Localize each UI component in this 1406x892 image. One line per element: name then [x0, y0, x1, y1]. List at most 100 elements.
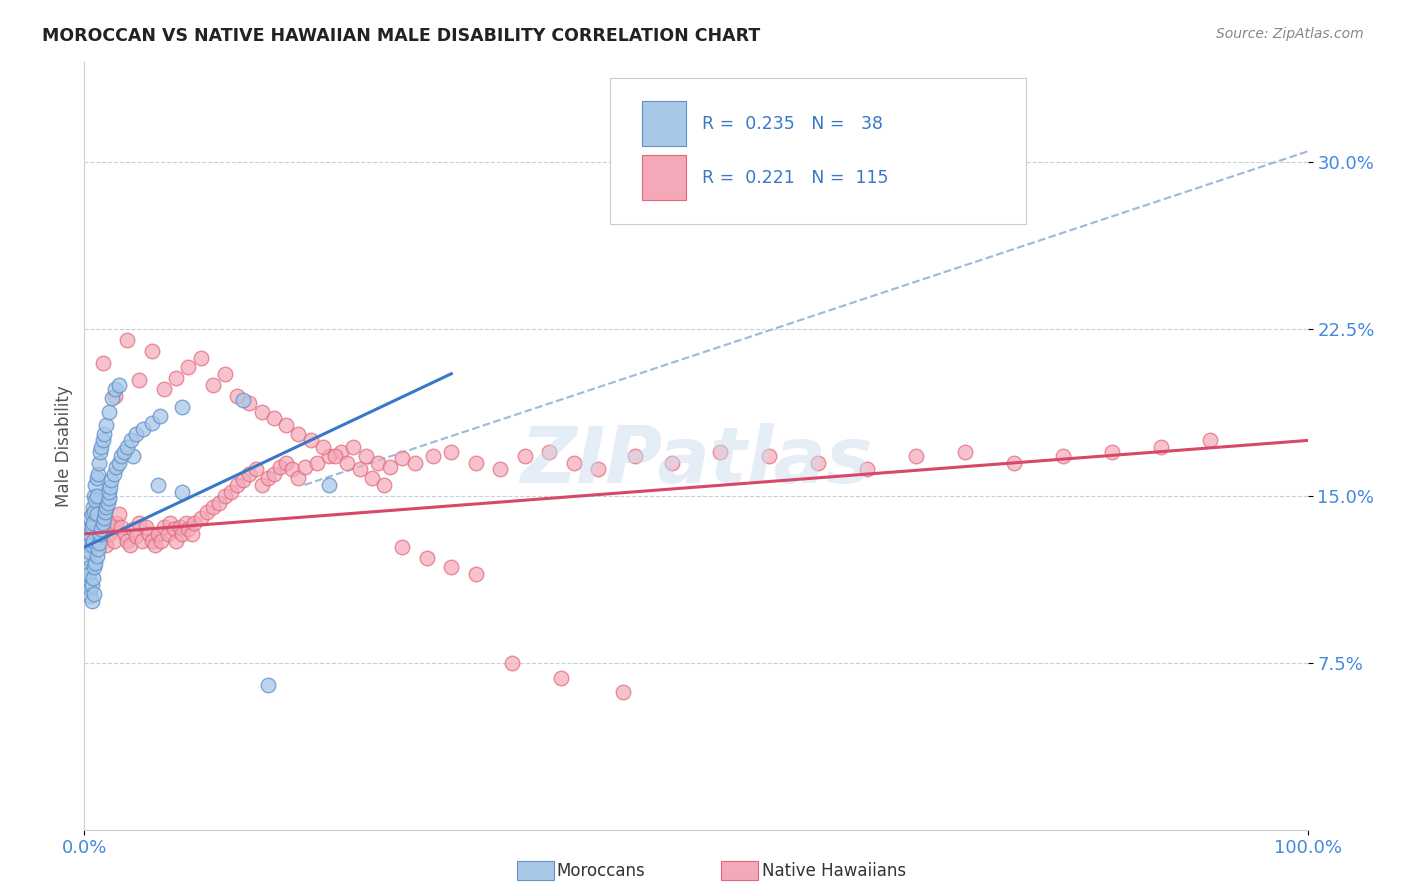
Point	[172, 526, 194, 541]
Point	[87, 542, 110, 557]
Point	[97, 526, 120, 541]
Point	[183, 516, 205, 530]
Point	[612, 684, 634, 698]
Point	[416, 551, 439, 566]
Point	[115, 533, 138, 548]
Point	[97, 491, 120, 506]
Point	[80, 593, 103, 607]
Point	[80, 578, 103, 592]
Point	[232, 393, 254, 408]
Point	[91, 516, 114, 530]
Point	[115, 440, 138, 454]
Point	[84, 478, 107, 492]
Point	[360, 471, 382, 485]
Point	[86, 489, 108, 503]
Point	[82, 533, 104, 548]
Point	[163, 522, 186, 536]
Point	[107, 507, 129, 521]
Point	[103, 467, 125, 481]
Point	[94, 529, 117, 543]
Point	[82, 571, 104, 585]
Text: ZIPatlas: ZIPatlas	[520, 424, 872, 500]
Point	[128, 516, 150, 530]
Point	[135, 520, 157, 534]
Point	[86, 507, 108, 521]
Point	[84, 556, 107, 570]
Point	[79, 582, 101, 597]
Point	[83, 587, 105, 601]
Point	[276, 417, 298, 432]
Point	[661, 456, 683, 470]
Point	[93, 426, 115, 441]
Point	[132, 422, 155, 436]
Point	[89, 500, 111, 515]
Point	[323, 449, 346, 463]
Point	[349, 462, 371, 476]
Point	[89, 444, 111, 458]
Point	[195, 505, 218, 519]
Point	[440, 444, 463, 458]
Point	[263, 411, 285, 425]
Point	[312, 440, 335, 454]
Text: MOROCCAN VS NATIVE HAWAIIAN MALE DISABILITY CORRELATION CHART: MOROCCAN VS NATIVE HAWAIIAN MALE DISABIL…	[42, 27, 761, 45]
Point	[354, 449, 377, 463]
Point	[93, 511, 115, 525]
Point	[96, 538, 118, 552]
Point	[250, 478, 273, 492]
Point	[77, 538, 100, 552]
Point	[77, 565, 100, 579]
Point	[141, 416, 163, 430]
Point	[1002, 456, 1025, 470]
Point	[709, 444, 731, 458]
Point	[172, 400, 194, 414]
Text: Source: ZipAtlas.com: Source: ZipAtlas.com	[1216, 27, 1364, 41]
Point	[391, 451, 413, 466]
Point	[276, 456, 298, 470]
Point	[82, 500, 104, 515]
Point	[232, 474, 254, 488]
Point	[84, 493, 107, 508]
Point	[77, 580, 100, 594]
Point	[226, 389, 249, 403]
Point	[79, 511, 101, 525]
Point	[538, 444, 561, 458]
Point	[122, 449, 145, 463]
Point	[86, 549, 108, 563]
Point	[79, 589, 101, 603]
Point	[464, 566, 486, 581]
Point	[953, 444, 976, 458]
Point	[91, 434, 114, 448]
Point	[80, 538, 103, 552]
Point	[190, 351, 212, 366]
Point	[83, 505, 105, 519]
Point	[80, 520, 103, 534]
Point	[391, 540, 413, 554]
Point	[90, 522, 112, 536]
Point	[100, 520, 122, 534]
Point	[287, 426, 309, 441]
Point	[201, 500, 224, 515]
Point	[83, 560, 105, 574]
Point	[177, 360, 200, 375]
Point	[190, 511, 212, 525]
Point	[380, 460, 402, 475]
Point	[214, 489, 236, 503]
Point	[219, 484, 242, 499]
Point	[440, 560, 463, 574]
Text: R =  0.221   N =  115: R = 0.221 N = 115	[702, 169, 889, 186]
Point	[90, 440, 112, 454]
Point	[149, 409, 172, 423]
Point	[77, 533, 100, 548]
Point	[131, 533, 153, 548]
Point	[181, 526, 204, 541]
Point	[489, 462, 512, 476]
Point	[143, 538, 166, 552]
Point	[96, 500, 118, 515]
Point	[107, 377, 129, 392]
Text: R =  0.235   N =   38: R = 0.235 N = 38	[702, 115, 883, 133]
Point	[104, 382, 127, 396]
Point	[464, 456, 486, 470]
Point	[153, 382, 176, 396]
Point	[257, 471, 280, 485]
Point	[77, 574, 100, 588]
